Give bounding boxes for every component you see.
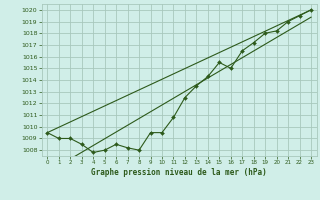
- X-axis label: Graphe pression niveau de la mer (hPa): Graphe pression niveau de la mer (hPa): [91, 168, 267, 177]
